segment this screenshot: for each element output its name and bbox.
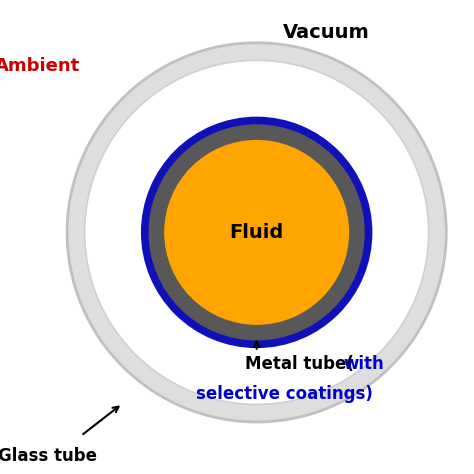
Text: Glass tube: Glass tube: [0, 447, 97, 465]
Text: Vacuum: Vacuum: [283, 23, 369, 42]
Text: Metal tube(: Metal tube(: [245, 355, 354, 373]
Text: selective coatings): selective coatings): [196, 385, 373, 403]
Circle shape: [85, 60, 428, 404]
Text: Ambient: Ambient: [0, 56, 81, 74]
Circle shape: [164, 140, 349, 325]
Text: Fluid: Fluid: [229, 223, 284, 242]
Text: with: with: [344, 355, 384, 373]
Circle shape: [67, 43, 446, 422]
Circle shape: [145, 120, 369, 344]
